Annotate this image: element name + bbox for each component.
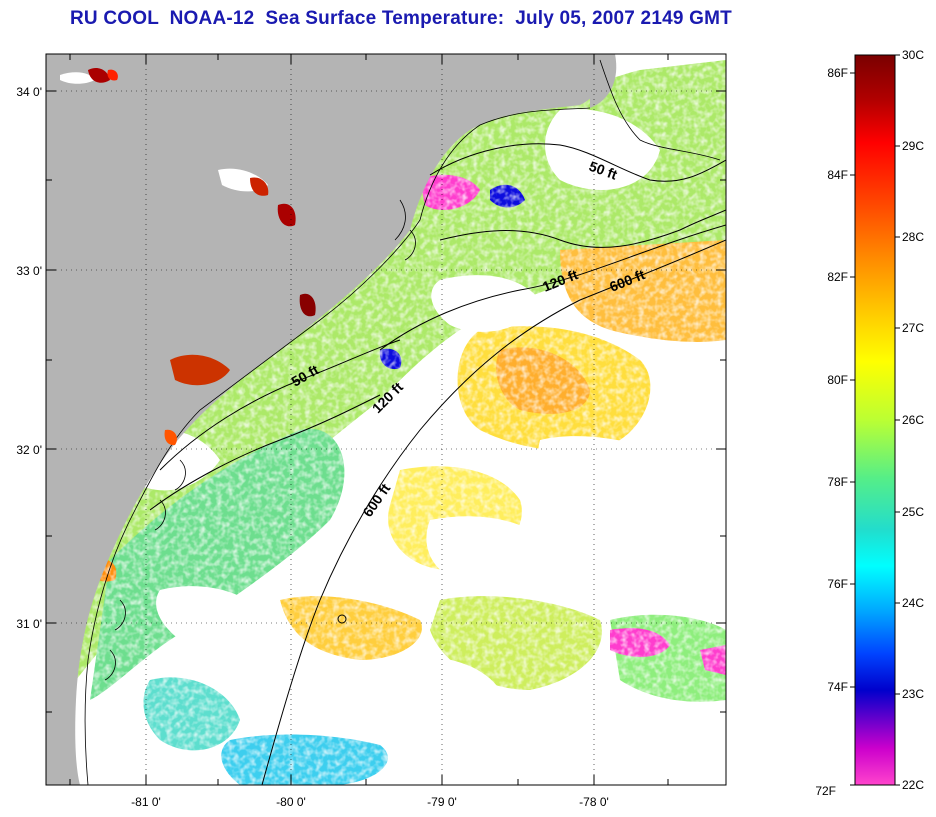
lon-label-79: -79 0' [427,795,457,809]
celsius-label-24: 24C [902,596,924,610]
fahrenheit-label-86: 86F [827,66,848,80]
fahrenheit-label-82: 82F [827,270,848,284]
map-frame [45,53,727,786]
lat-label-33: 33 0' [16,264,42,278]
celsius-label-26: 26C [902,413,924,427]
bathymetry-contours [149,143,726,785]
celsius-label-23: 23C [902,687,924,701]
shore-warm-speckles [60,68,316,446]
fahrenheit-label-76: 76F [827,577,848,591]
fahrenheit-label-80: 80F [827,373,848,387]
celsius-label-29: 29C [902,139,924,153]
celsius-label-30: 30C [902,48,924,62]
coastline [84,59,721,785]
map-gridlines [46,54,726,785]
map-title: RU COOL NOAA-12 Sea Surface Temperature:… [70,8,732,29]
colorbar-ticks [850,54,900,786]
fahrenheit-label-74: 74F [827,680,848,694]
lat-label-34: 34 0' [16,85,42,99]
lon-label-81: -81 0' [131,795,161,809]
celsius-label-25: 25C [902,505,924,519]
land-mass [46,54,600,785]
lon-label-80: -80 0' [276,795,306,809]
lat-label-31: 31 0' [16,617,42,631]
celsius-label-27: 27C [902,321,924,335]
lat-label-32: 32 0' [16,443,42,457]
fahrenheit-label-72: 72F [815,784,836,798]
colorbar-gradient [854,54,896,786]
fahrenheit-label-78: 78F [827,475,848,489]
map-ticks [46,54,726,785]
lon-label-78: -78 0' [579,795,609,809]
fahrenheit-label-84: 84F [827,168,848,182]
celsius-label-28: 28C [902,230,924,244]
celsius-label-22: 22C [902,778,924,792]
